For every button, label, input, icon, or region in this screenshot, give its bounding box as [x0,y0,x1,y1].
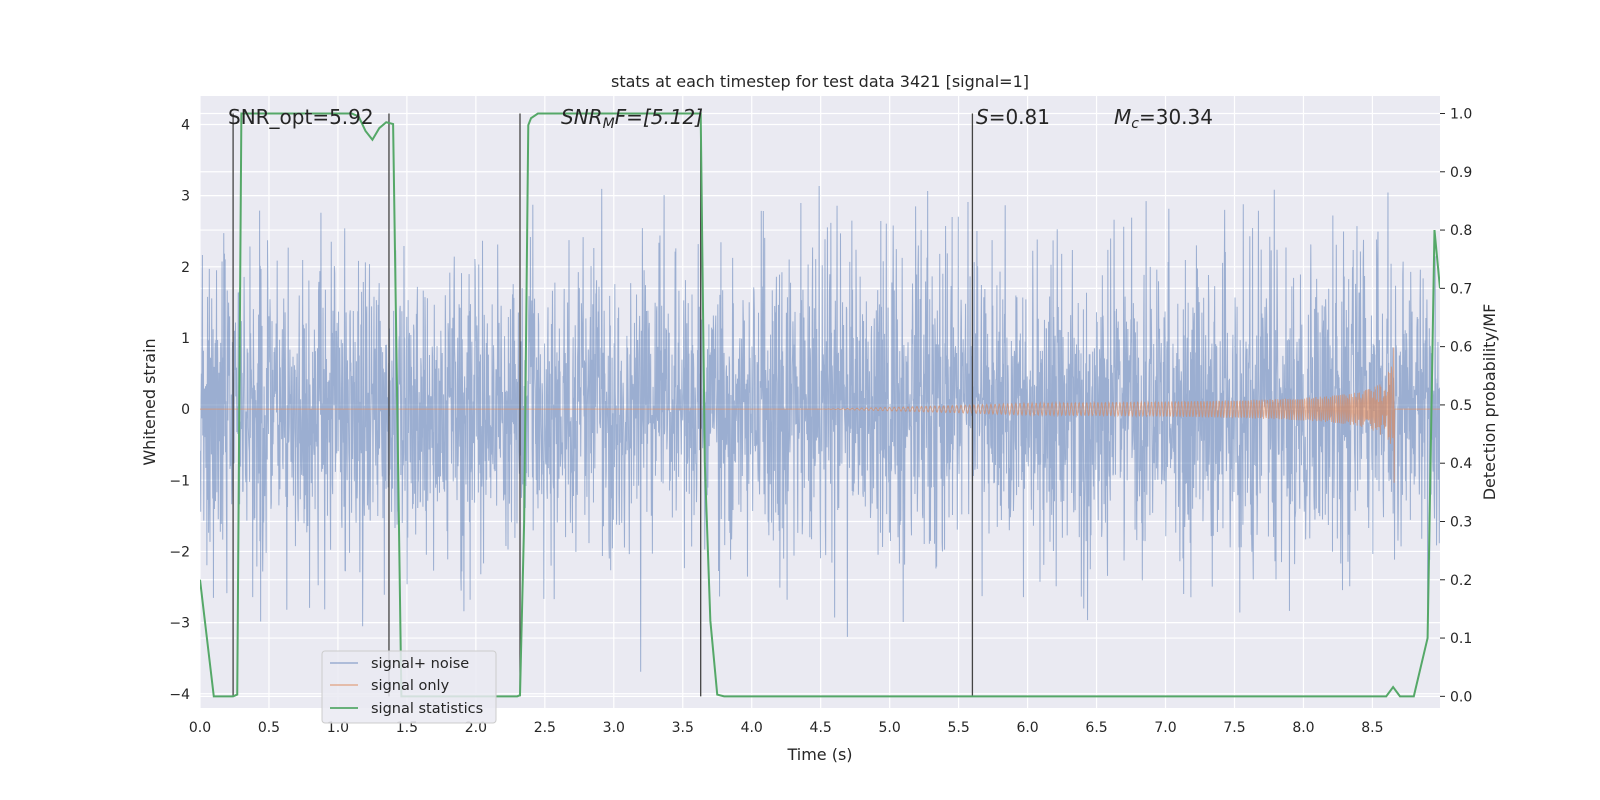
legend-label-stats: signal statistics [371,701,483,717]
y-tick-label: −3 [169,616,190,632]
x-tick-label: 0.0 [189,720,211,736]
y-tick-label: 2 [181,260,190,276]
x-axis-ticks: 0.0 0.5 1.0 1.5 2.0 2.5 3.0 3.5 4.0 4.5 5.0 5.5 6.0 6… [189,720,1384,736]
y2-tick-label: 0.5 [1450,398,1472,414]
signal-noise-series [200,186,1440,672]
y2-axis-label: Detection probability/MF [1480,304,1499,501]
x-tick-label: 6.5 [1085,720,1107,736]
y-axis-ticks: −4 −3 −2 −1 0 1 2 3 4 [169,117,190,702]
y2-tick-label: 1.0 [1450,106,1472,122]
y2-tick-label: 0.3 [1450,514,1472,530]
chart-title: stats at each timestep for test data 342… [611,72,1029,91]
legend-label-noise: signal+ noise [371,656,469,672]
signal-only-series [200,347,1440,483]
x-axis-label: Time (s) [786,745,852,764]
y-tick-label: 1 [181,331,190,347]
snr-opt-annotation: SNR_opt=5.92 [228,105,374,129]
x-tick-label: 2.5 [534,720,556,736]
signal-statistics-series [200,112,1440,698]
x-tick-label: 4.5 [810,720,832,736]
s-annotation: S=0.81 [976,105,1050,129]
y2-tick-label: 0.9 [1450,165,1472,181]
y-tick-label: 4 [181,117,190,133]
snr-mf-annotation: SNRMF=[5.12] [561,105,703,132]
y2-tick-label: 0.8 [1450,223,1472,239]
x-tick-label: 8.0 [1292,720,1314,736]
noise-line [200,186,1440,672]
x-tick-label: 7.5 [1223,720,1245,736]
y-tick-label: 0 [181,402,190,418]
statistics-line [200,112,1440,698]
y-tick-label: 3 [181,189,190,205]
vertical-markers [232,113,974,697]
y2-axis-ticks: 0.0 0.1 0.2 0.3 0.4 0.5 0.6 0.7 0.8 0.9 1.0 [1440,106,1472,705]
legend-box [321,650,497,724]
y2-tick-label: 0.1 [1450,631,1472,647]
y-axis-label: Whitened strain [140,338,159,465]
x-tick-label: 1.0 [327,720,349,736]
y2-tick-label: 0.0 [1450,689,1472,705]
y2-tick-label: 0.6 [1450,340,1472,356]
y2-tick-label: 0.7 [1450,281,1472,297]
y-tick-label: −1 [169,473,190,489]
legend-label-signal: signal only [371,678,450,694]
x-tick-label: 4.0 [741,720,763,736]
x-tick-label: 0.5 [258,720,280,736]
x-tick-label: 2.0 [465,720,487,736]
x-tick-label: 8.5 [1361,720,1383,736]
y-tick-label: −4 [169,687,190,703]
y2-tick-label: 0.2 [1450,573,1472,589]
x-tick-label: 5.5 [947,720,969,736]
x-tick-label: 5.0 [879,720,901,736]
y2-tick-label: 0.4 [1450,456,1472,472]
x-tick-label: 7.0 [1154,720,1176,736]
x-tick-label: 1.5 [396,720,418,736]
y-tick-label: −2 [169,544,190,560]
mc-annotation: Mc=30.34 [1114,105,1213,132]
x-tick-label: 3.5 [672,720,694,736]
x-tick-label: 6.0 [1016,720,1038,736]
legend: signal+ noise signal only signal statist… [321,650,497,724]
signal-line [200,347,1440,483]
x-tick-label: 3.0 [603,720,625,736]
